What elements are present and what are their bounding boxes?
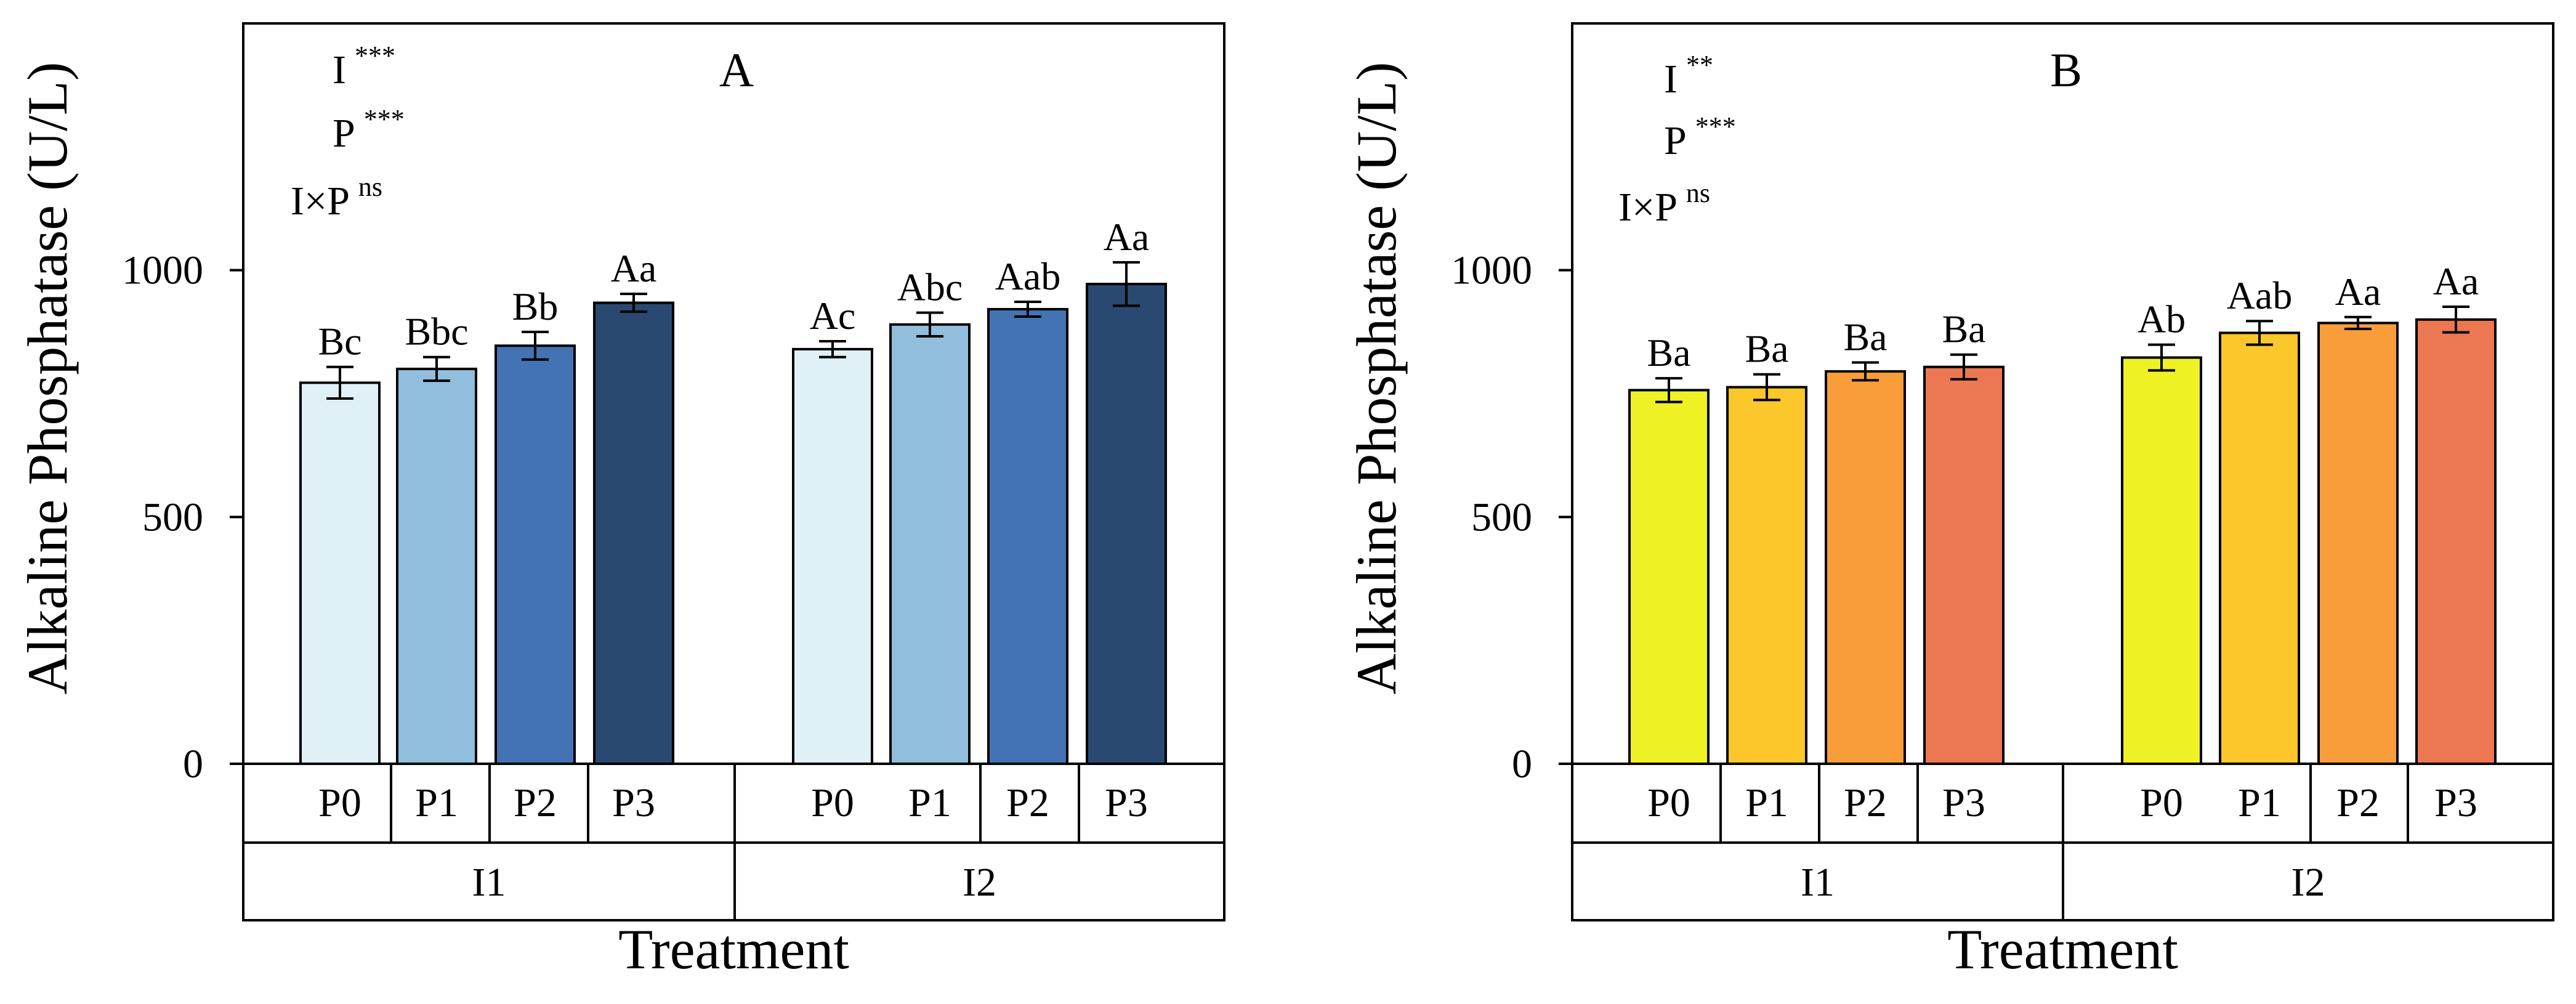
group-label: I1 <box>472 860 506 905</box>
stat-term: I×P ns <box>291 172 382 224</box>
stat-term: P *** <box>333 104 405 156</box>
bar <box>792 347 873 765</box>
category-label: P1 <box>908 780 951 825</box>
bar-significance-label: Aa <box>2335 270 2381 314</box>
stat-significance: ** <box>1686 50 1713 80</box>
bar-significance-label: Ab <box>2138 298 2186 341</box>
bar-significance-label: Bbc <box>405 310 468 354</box>
y-axis-title: Alkaline Phosphatase (U/L) <box>16 62 79 694</box>
group-label: I1 <box>1801 860 1835 905</box>
stat-significance: *** <box>1695 111 1736 142</box>
bar <box>1923 365 2005 765</box>
category-label: P0 <box>318 780 361 825</box>
stat-significance: ns <box>358 172 382 202</box>
bar-significance-label: Ba <box>1647 331 1690 374</box>
bar-significance-label: Aab <box>995 254 1061 298</box>
bar-significance-label: Ac <box>810 294 856 338</box>
bar-significance-label: Abc <box>897 265 963 309</box>
stat-significance: *** <box>355 41 395 71</box>
bar <box>987 307 1068 765</box>
y-tick-label: 1000 <box>122 248 203 293</box>
group-label: I2 <box>2291 860 2325 905</box>
stat-significance: ns <box>1686 178 1710 208</box>
bar <box>299 381 381 765</box>
category-label: P0 <box>811 780 854 825</box>
bar-significance-label: Aa <box>2433 259 2479 303</box>
bar-significance-label: Ba <box>1745 327 1788 371</box>
y-tick-label: 0 <box>1512 742 1532 787</box>
category-label: P1 <box>415 780 458 825</box>
category-label: P2 <box>1844 780 1887 825</box>
bar-significance-label: Ba <box>1942 307 1985 351</box>
bar-significance-label: Bc <box>318 320 361 363</box>
panel-letter: B <box>2050 43 2082 97</box>
bar <box>1726 386 1807 765</box>
stat-term: I ** <box>1664 50 1713 102</box>
panel-letter: A <box>719 43 754 97</box>
bar <box>495 344 576 765</box>
bar-significance-label: Aa <box>611 246 657 290</box>
bar <box>2121 356 2202 765</box>
bar <box>593 301 674 765</box>
stat-term: I *** <box>333 41 395 92</box>
category-label: P0 <box>2140 780 2183 825</box>
category-label: P1 <box>2238 780 2281 825</box>
bar <box>1628 389 1710 765</box>
y-tick-label: 1000 <box>1451 248 1532 293</box>
y-tick-label: 500 <box>142 495 203 540</box>
x-axis-title: Treatment <box>618 918 849 981</box>
category-label: P1 <box>1745 780 1788 825</box>
y-tick-label: 500 <box>1471 495 1532 540</box>
bar-significance-label: Aa <box>1104 215 1150 259</box>
category-label: P2 <box>2336 780 2380 825</box>
category-label: P3 <box>1942 780 1985 825</box>
panel-b: 0 500 1000 Alkaline Phosphatase (U/L) Treatm… <box>1345 22 2554 981</box>
bar <box>1825 370 1906 765</box>
stat-term: I×P ns <box>1618 178 1710 230</box>
bar-significance-label: Aab <box>2227 273 2293 317</box>
plot-frame <box>242 22 1225 765</box>
category-label: P2 <box>1006 780 1049 825</box>
bar <box>2219 331 2300 765</box>
bar <box>1086 283 1167 765</box>
category-label: P0 <box>1647 780 1690 825</box>
bar <box>2317 322 2399 765</box>
stat-term: P *** <box>1664 111 1736 163</box>
category-label: P3 <box>2434 780 2477 825</box>
stat-significance: *** <box>364 104 405 134</box>
x-axis-title: Treatment <box>1947 918 2178 981</box>
category-label: P3 <box>612 780 655 825</box>
panel-a: 0 500 1000 Alkaline Phosphatase (U/L) Treatm… <box>16 22 1225 981</box>
y-axis-title: Alkaline Phosphatase (U/L) <box>1345 62 1408 694</box>
group-label: I2 <box>963 860 996 905</box>
category-label: P2 <box>514 780 557 825</box>
bar-significance-label: Ba <box>1843 315 1887 359</box>
y-tick-label: 0 <box>183 742 203 787</box>
bar <box>396 367 477 765</box>
bar <box>889 323 971 765</box>
bar <box>2415 318 2497 765</box>
category-label: P3 <box>1105 780 1148 825</box>
bar-significance-label: Bb <box>512 285 559 328</box>
